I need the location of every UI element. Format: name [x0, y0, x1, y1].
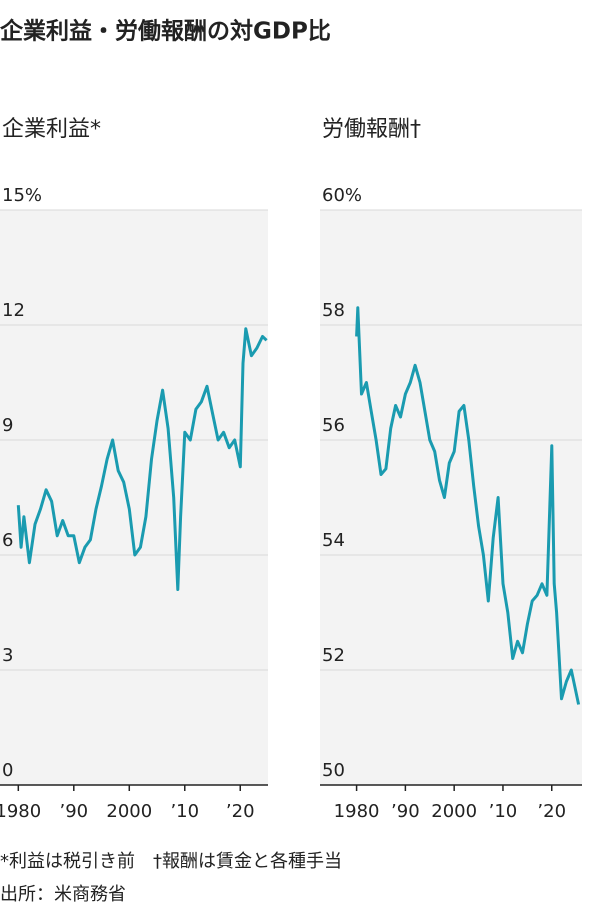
- y-tick-label: 3: [2, 645, 13, 666]
- x-tick-label: ’20: [537, 801, 566, 822]
- x-tick-label: 1980: [334, 801, 380, 822]
- data-line: [16, 327, 268, 591]
- x-tick-label: 2000: [106, 801, 152, 822]
- x-tick-label: ’10: [170, 801, 199, 822]
- plot-area: [0, 210, 268, 785]
- x-tick-label: 2000: [431, 801, 477, 822]
- y-tick-label: 50: [322, 760, 345, 781]
- x-tick-label: 1980: [0, 801, 41, 822]
- y-tick-label: 60%: [322, 185, 362, 206]
- y-tick-label: 54: [322, 530, 345, 551]
- y-tick-label: 12: [2, 300, 25, 321]
- x-tick-label: ’90: [59, 801, 88, 822]
- source: 出所：米商務省: [0, 884, 126, 905]
- x-tick-label: ’20: [226, 801, 255, 822]
- y-tick-label: 0: [2, 760, 13, 781]
- y-tick-label: 9: [2, 415, 13, 436]
- y-tick-label: 58: [322, 300, 345, 321]
- plot-area: [320, 210, 582, 785]
- y-tick-label: 6: [2, 530, 13, 551]
- panel-title: 労働報酬†: [322, 117, 421, 142]
- panel-title: 企業利益*: [2, 117, 101, 142]
- y-tick-label: 56: [322, 415, 345, 436]
- x-tick-label: ’10: [489, 801, 518, 822]
- x-tick-label: ’90: [391, 801, 420, 822]
- footnote: *利益は税引き前 †報酬は賃金と各種手当: [0, 851, 342, 872]
- y-tick-label: 52: [322, 645, 345, 666]
- y-tick-label: 15%: [2, 185, 42, 206]
- page-title: 企業利益・労働報酬の対GDP比: [0, 18, 331, 45]
- data-line: [355, 306, 581, 705]
